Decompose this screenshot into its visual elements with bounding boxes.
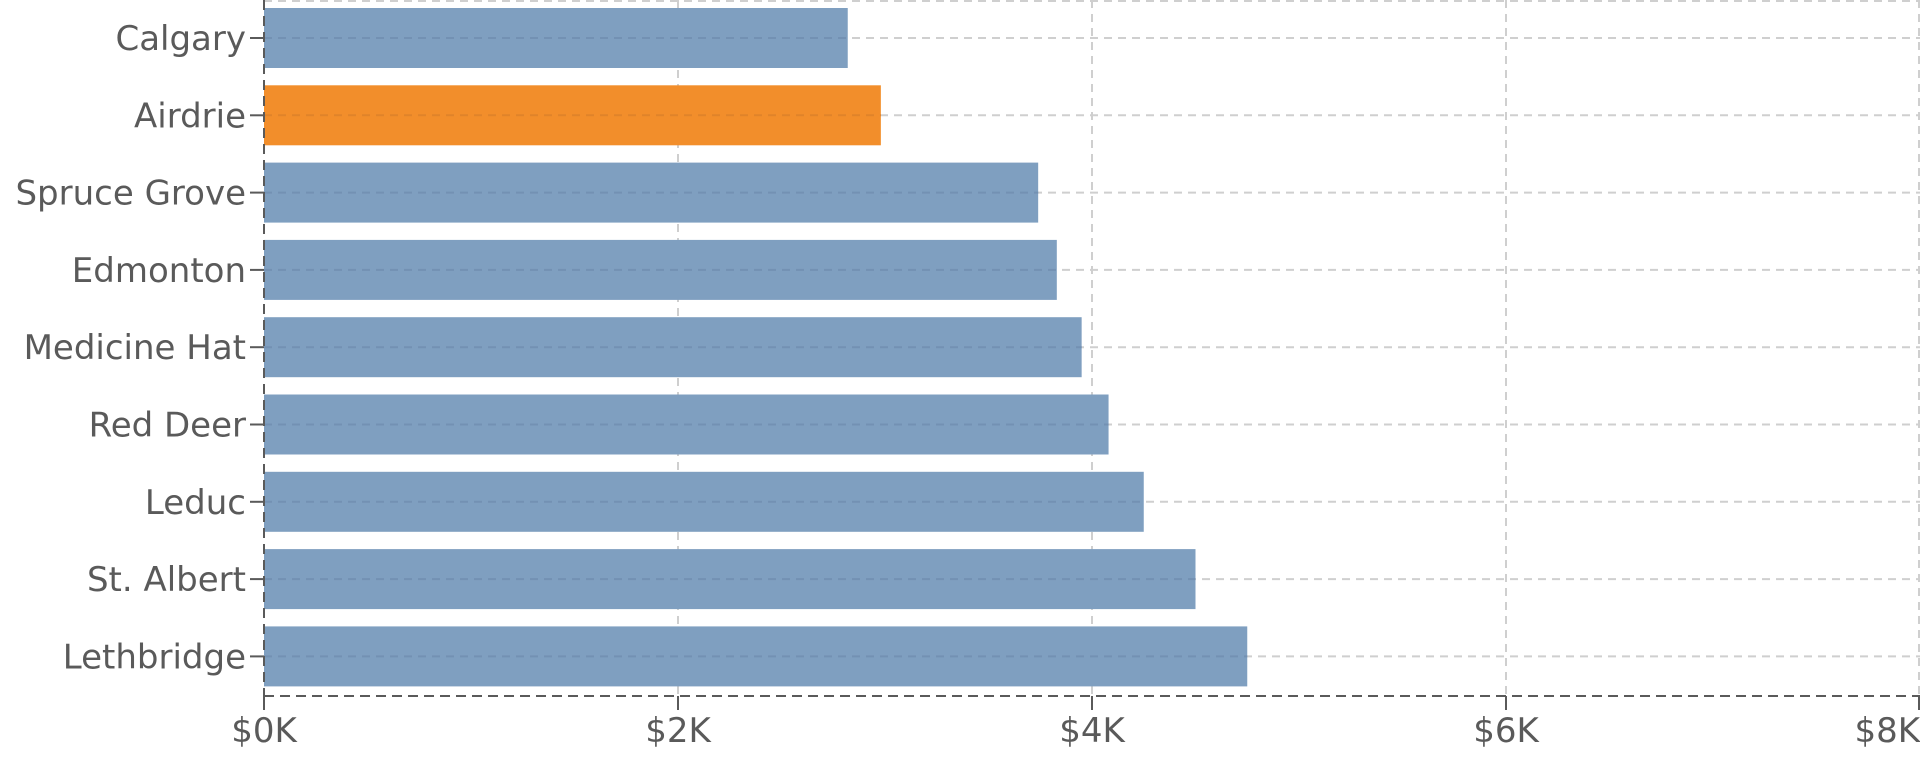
x-tick-label: $6K <box>1473 711 1540 751</box>
x-tick-label: $0K <box>231 711 298 751</box>
bars <box>264 8 1248 687</box>
y-label: Lethbridge <box>63 637 246 677</box>
x-tick-label: $8K <box>1854 711 1920 751</box>
x-tick-label: $2K <box>645 711 712 751</box>
y-label: Airdrie <box>134 96 246 136</box>
y-label: Medicine Hat <box>24 328 246 368</box>
y-label: St. Albert <box>87 560 246 600</box>
y-label: Edmonton <box>72 251 246 291</box>
y-label: Leduc <box>145 483 246 523</box>
x-axis-labels: $0K $2K $4K $6K $8K <box>231 696 1920 751</box>
y-axis-labels: Calgary Airdrie Spruce Grove Edmonton Medici… <box>15 19 264 677</box>
y-label: Spruce Grove <box>15 174 246 214</box>
x-tick-label: $4K <box>1059 711 1126 751</box>
y-label: Red Deer <box>89 406 246 446</box>
y-label: Calgary <box>115 19 246 59</box>
bar-calgary <box>264 8 848 68</box>
